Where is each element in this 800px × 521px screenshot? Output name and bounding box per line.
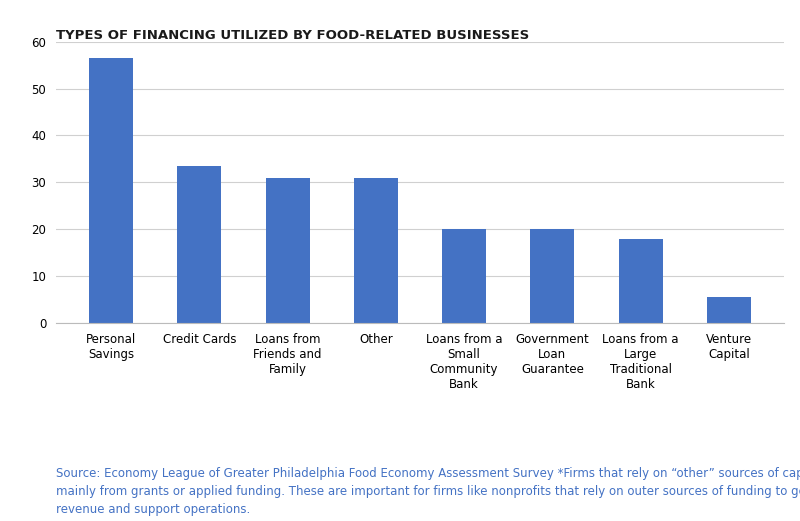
- Text: Source: Economy League of Greater Philadelphia Food Economy Assessment Survey *F: Source: Economy League of Greater Philad…: [56, 467, 800, 516]
- Bar: [442, 229, 486, 323]
- Bar: [354, 178, 398, 323]
- Bar: [618, 239, 662, 323]
- Bar: [530, 229, 574, 323]
- Bar: [89, 58, 134, 323]
- Text: TYPES OF FINANCING UTILIZED BY FOOD-RELATED BUSINESSES: TYPES OF FINANCING UTILIZED BY FOOD-RELA…: [56, 29, 530, 42]
- Bar: [266, 178, 310, 323]
- Bar: [706, 297, 751, 323]
- Bar: [178, 166, 222, 323]
